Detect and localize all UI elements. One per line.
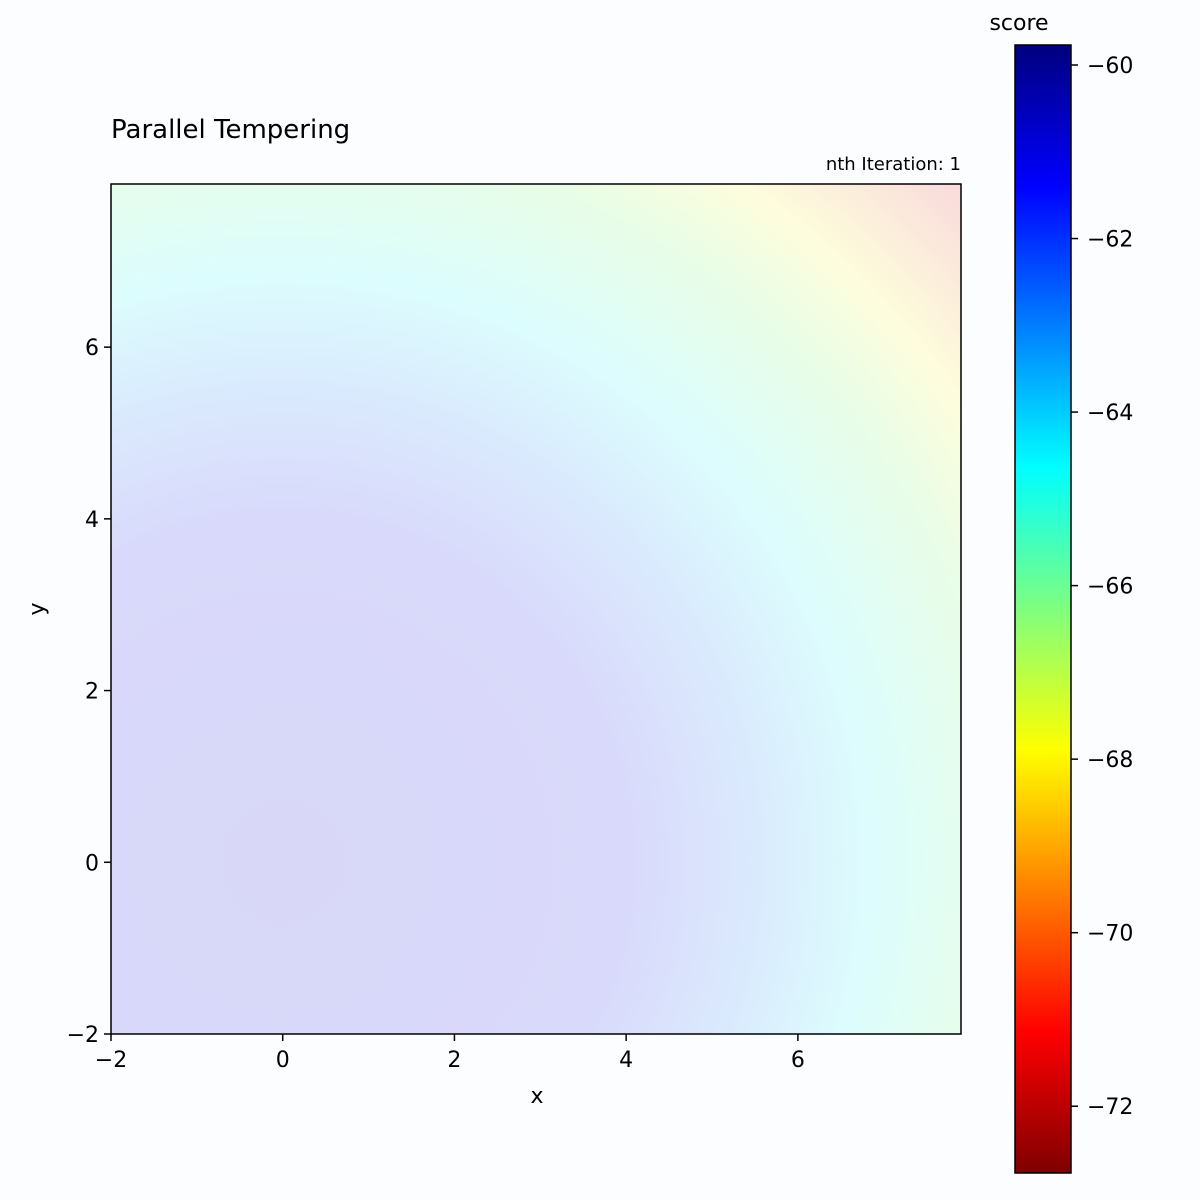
y-tick-label: 2: [85, 680, 99, 705]
colorbar-label: score: [989, 11, 1048, 36]
colorbar-ticks: −60 −62 −64 −66 −68 −70 −72: [1071, 54, 1133, 1120]
y-tick-label: 0: [85, 851, 99, 876]
iteration-annotation: nth Iteration: 1: [826, 154, 961, 175]
x-tick-label: 4: [619, 1048, 633, 1073]
heatmap-surface: [111, 184, 961, 1034]
colorbar-tick-label: −68: [1087, 748, 1133, 773]
y-axis: −2 0 2 4 6: [67, 336, 111, 1048]
colorbar: score −60 −62 −64 −66 −68 −70 −72: [989, 11, 1133, 1174]
plot-area-frame: [110, 183, 962, 1035]
colorbar-gradient: [1014, 44, 1072, 1174]
y-axis-label: y: [25, 602, 50, 615]
x-tick-label: 0: [276, 1048, 290, 1073]
colorbar-tick-label: −72: [1087, 1095, 1133, 1120]
x-tick-label: −2: [95, 1048, 127, 1073]
colorbar-tick-label: −66: [1087, 575, 1133, 600]
x-tick-label: 2: [447, 1048, 461, 1073]
colorbar-tick-label: −70: [1087, 922, 1133, 947]
colorbar-tick-label: −64: [1087, 401, 1133, 426]
y-tick-label: −2: [67, 1023, 99, 1048]
colorbar-tick-label: −62: [1087, 228, 1133, 253]
y-tick-label: 6: [85, 336, 99, 361]
x-axis-label: x: [530, 1084, 543, 1109]
colorbar-tick-label: −60: [1087, 54, 1133, 79]
x-tick-label: 6: [791, 1048, 805, 1073]
x-axis: −2 0 2 4 6: [95, 1034, 805, 1073]
y-tick-label: 4: [85, 508, 99, 533]
chart-title: Parallel Tempering: [111, 115, 350, 145]
